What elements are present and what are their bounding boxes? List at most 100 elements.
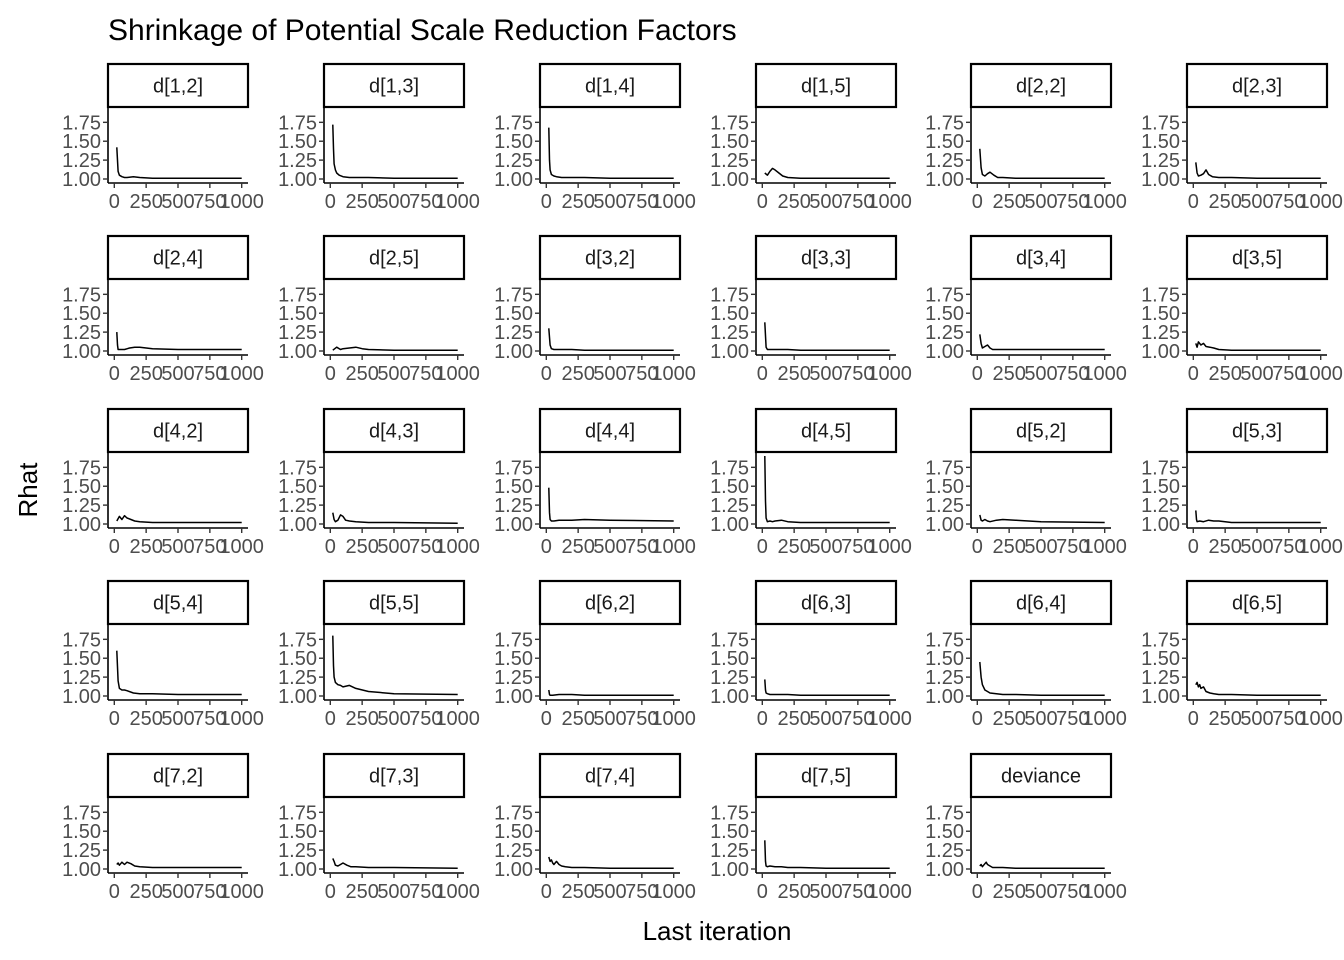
x-tick-label: 250 [345, 881, 378, 903]
x-tick-label: 250 [129, 536, 162, 558]
y-tick-label: 1.50 [925, 303, 964, 325]
y-tick-label: 1.75 [62, 457, 101, 479]
facet-strip [538, 752, 682, 799]
x-tick-label: 750 [841, 536, 874, 558]
y-tick-label: 1.50 [710, 303, 749, 325]
facet-strip-label: d[4,5] [801, 421, 851, 443]
x-tick-label: 1000 [867, 191, 912, 213]
y-tick-label: 1.25 [278, 667, 317, 689]
x-tick-label: 750 [841, 708, 874, 730]
x-tick-label: 250 [129, 191, 162, 213]
y-tick-label: 1.25 [710, 667, 749, 689]
y-tick-label: 1.00 [925, 859, 964, 881]
y-tick-label: 1.50 [494, 303, 533, 325]
x-tick-label: 500 [1240, 363, 1273, 385]
facet-strip [969, 62, 1113, 109]
y-tick-label: 1.75 [925, 629, 964, 651]
x-tick-label: 250 [777, 191, 810, 213]
y-axis-title: Rhat [13, 462, 43, 518]
facet-strip-label: d[4,3] [369, 421, 419, 443]
x-tick-label: 0 [541, 191, 552, 213]
rhat-series-line [332, 124, 458, 179]
x-tick-label: 1000 [651, 881, 696, 903]
x-tick-label: 0 [325, 536, 336, 558]
y-tick-label: 1.00 [278, 514, 317, 536]
y-tick-label: 1.75 [1141, 284, 1180, 306]
rhat-series-line [1195, 681, 1321, 696]
rhat-series-line [332, 858, 458, 869]
x-tick-label: 250 [777, 708, 810, 730]
x-tick-label: 750 [1272, 191, 1305, 213]
x-tick-label: 750 [1056, 363, 1089, 385]
y-tick-label: 1.00 [494, 686, 533, 708]
y-tick-label: 1.75 [62, 112, 101, 134]
facet-strip-label: d[7,4] [585, 766, 635, 788]
y-tick-label: 1.25 [62, 840, 101, 862]
x-tick-label: 1000 [1082, 191, 1127, 213]
x-tick-label: 1000 [1298, 363, 1343, 385]
x-axis-title: Last iteration [643, 916, 792, 946]
x-tick-label: 750 [625, 363, 658, 385]
facet-strip-label: d[3,3] [801, 248, 851, 270]
y-tick-label: 1.25 [62, 667, 101, 689]
y-tick-label: 1.25 [62, 322, 101, 344]
y-tick-label: 1.25 [278, 495, 317, 517]
x-tick-label: 250 [561, 363, 594, 385]
rhat-series-line [764, 679, 890, 696]
y-tick-label: 1.50 [925, 131, 964, 153]
facet-strip-label: d[6,2] [585, 593, 635, 615]
rhat-series-line [116, 147, 242, 179]
facet-strip [538, 62, 682, 109]
x-tick-label: 1000 [1298, 191, 1343, 213]
rhat-series-line [1195, 510, 1321, 524]
y-tick-label: 1.50 [494, 476, 533, 498]
x-tick-label: 1000 [1298, 536, 1343, 558]
y-tick-label: 1.75 [925, 457, 964, 479]
x-tick-label: 1000 [651, 536, 696, 558]
facet-strip-label: d[5,4] [153, 593, 203, 615]
y-tick-label: 1.25 [494, 840, 533, 862]
rhat-series-line [979, 861, 1105, 869]
rhat-series-line [116, 514, 242, 524]
x-tick-label: 750 [625, 191, 658, 213]
facet-strip-label: d[3,4] [1016, 248, 1066, 270]
x-tick-label: 1000 [1298, 708, 1343, 730]
facet-strip-label: d[4,2] [153, 421, 203, 443]
x-tick-label: 0 [757, 536, 768, 558]
x-tick-label: 750 [841, 191, 874, 213]
y-tick-label: 1.75 [494, 457, 533, 479]
x-tick-label: 1000 [1082, 363, 1127, 385]
facet-strip-label: deviance [1001, 766, 1081, 788]
facet-strip-label: d[1,4] [585, 76, 635, 98]
x-tick-label: 500 [809, 191, 842, 213]
facet-strip-label: d[1,3] [369, 76, 419, 98]
x-tick-label: 0 [541, 708, 552, 730]
y-tick-label: 1.00 [1141, 514, 1180, 536]
y-tick-label: 1.75 [1141, 112, 1180, 134]
y-tick-label: 1.25 [1141, 667, 1180, 689]
rhat-series-line [764, 322, 890, 351]
y-tick-label: 1.50 [925, 476, 964, 498]
x-tick-label: 750 [625, 536, 658, 558]
y-tick-label: 1.75 [710, 629, 749, 651]
y-tick-label: 1.50 [62, 821, 101, 843]
rhat-series-line [332, 635, 458, 696]
rhat-series-line [764, 167, 890, 179]
x-tick-label: 750 [1056, 191, 1089, 213]
rhat-series-line [116, 861, 242, 869]
y-tick-label: 1.50 [62, 303, 101, 325]
x-tick-label: 0 [325, 881, 336, 903]
y-tick-label: 1.75 [278, 457, 317, 479]
y-tick-label: 1.50 [278, 476, 317, 498]
y-tick-label: 1.75 [278, 284, 317, 306]
y-tick-label: 1.75 [1141, 457, 1180, 479]
y-tick-label: 1.75 [62, 802, 101, 824]
